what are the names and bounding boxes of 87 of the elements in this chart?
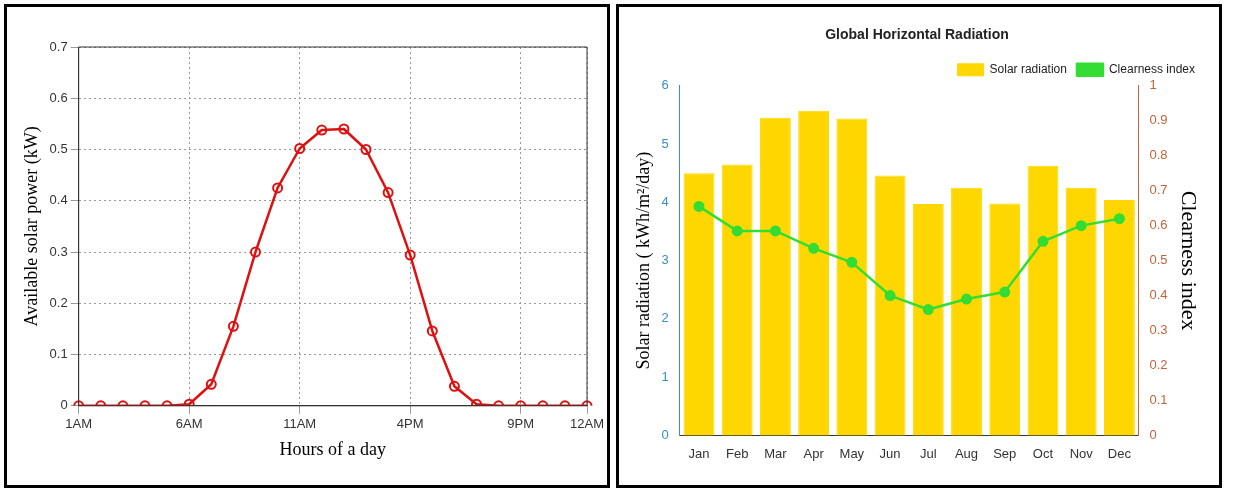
legend-label: Solar radiation (989, 62, 1067, 77)
y-tick-label: 0.2 (49, 294, 68, 310)
x-tick-label: Oct (1032, 445, 1054, 461)
y-tick-label: 5 (661, 135, 669, 151)
point (808, 242, 820, 254)
x-tick-label: Sep (993, 445, 1017, 461)
x-tick-label: Apr (803, 445, 825, 461)
bar (1103, 200, 1135, 436)
x-tick-label: 4PM (396, 416, 424, 432)
y-tick-label: 0.4 (49, 192, 68, 208)
x-tick-label: 11AM (283, 416, 317, 432)
y-tick-label: 0.5 (49, 141, 68, 157)
x-tick-label: 9PM (507, 416, 535, 432)
x-tick-label: Feb (725, 445, 749, 461)
x-tick-label: Jun (879, 445, 901, 461)
y-tick-label: 0 (661, 426, 669, 442)
y-tick-label: 0.3 (49, 243, 68, 259)
point (272, 182, 284, 194)
y2-tick-label: 0.3 (1149, 322, 1168, 338)
x-axis-title: Hours of a day (279, 438, 387, 459)
y-tick-label: 3 (661, 252, 669, 268)
y-axis-title: Solar radiation ( kWh/m²/day) (632, 151, 654, 370)
point (249, 246, 261, 258)
y2-axis-title: Clearness index (1177, 190, 1203, 331)
point (205, 378, 217, 390)
bar (721, 164, 753, 436)
point (448, 380, 460, 392)
point (316, 124, 328, 136)
x-tick-label: 1AM (65, 416, 93, 432)
x-tick-label: 12AM (570, 416, 604, 432)
x-tick-label: Jul (919, 445, 937, 461)
y2-tick-label: 0.5 (1149, 252, 1168, 268)
point (1037, 235, 1049, 247)
y2-tick-label: 0.6 (1149, 217, 1168, 233)
y2-tick-label: 0 (1149, 426, 1157, 442)
bar (759, 117, 791, 436)
y-tick-label: 0.1 (49, 346, 68, 362)
y2-tick-label: 0.9 (1149, 112, 1168, 128)
y2-tick-label: 0.8 (1149, 147, 1168, 163)
y-tick-label: 4 (661, 193, 669, 209)
point (404, 249, 416, 261)
y-tick-label: 1 (661, 368, 669, 384)
y-tick-label: 0.7 (49, 38, 68, 54)
bar (1065, 187, 1097, 436)
point (961, 293, 973, 305)
y-axis-title: Available solar power (kW) (20, 126, 42, 327)
point (338, 123, 350, 135)
y2-tick-label: 0.4 (1149, 287, 1168, 303)
bar (874, 175, 906, 436)
point (382, 187, 394, 199)
bar (951, 187, 982, 436)
bar (989, 203, 1021, 436)
point (426, 325, 438, 337)
bar (798, 110, 830, 436)
y2-tick-label: 0.7 (1149, 182, 1168, 198)
x-tick-label: Nov (1069, 445, 1094, 461)
y2-tick-label: 0.2 (1149, 357, 1168, 373)
y-tick-label: 2 (661, 310, 669, 326)
bar (836, 118, 868, 436)
point (1075, 220, 1087, 232)
point (360, 144, 372, 156)
x-tick-label: Dec (1107, 445, 1132, 461)
x-tick-label: 6AM (175, 416, 203, 432)
point (1113, 213, 1125, 225)
point (846, 256, 858, 268)
x-tick-label: Jan (688, 445, 710, 461)
point (922, 304, 934, 316)
point (693, 200, 705, 212)
y-tick-label: 6 (661, 77, 669, 93)
y2-tick-label: 0.1 (1149, 392, 1168, 408)
y2-tick-label: 1 (1149, 77, 1157, 93)
point (227, 320, 239, 332)
x-tick-label: Aug (954, 445, 979, 461)
x-tick-label: Mar (764, 445, 788, 461)
bar (683, 173, 715, 436)
x-tick-label: May (839, 445, 865, 461)
legend-label: Clearness index (1108, 62, 1195, 77)
y-tick-label: 0 (60, 397, 68, 413)
point (769, 225, 781, 237)
bar (912, 204, 944, 436)
point (731, 225, 743, 237)
chart-title: Global Horizontal Radiation (825, 26, 1009, 43)
point (294, 142, 306, 154)
point (884, 290, 896, 302)
point (999, 286, 1011, 298)
y-tick-label: 0.6 (49, 89, 68, 105)
bar (1027, 165, 1059, 436)
